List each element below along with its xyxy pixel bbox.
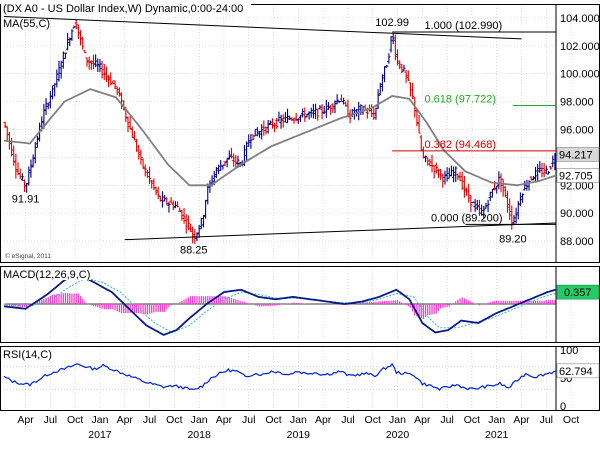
x-month-label: Oct: [563, 414, 579, 426]
x-month-label: Apr: [17, 414, 34, 426]
rsi-panel-frame: [0, 346, 600, 411]
x-month-label: Oct: [365, 414, 381, 426]
price-tick-label: 96.000: [560, 125, 594, 137]
x-month-label: Oct: [166, 414, 182, 426]
fibonacci-level-label: 0.382 (94.468): [424, 139, 496, 151]
price-annotation: 89.20: [499, 233, 527, 245]
rsi-line: [3, 362, 557, 392]
fibonacci-level-label: 0.618 (97.722): [424, 93, 496, 105]
x-year-label: 2017: [88, 429, 112, 441]
price-title-bg: [1, 1, 251, 15]
x-month-label: Jul: [440, 414, 453, 426]
x-year-label: 2020: [386, 429, 410, 441]
price-tick-label: 100.000: [560, 69, 600, 81]
rsi-panel-title: RSI(14,C): [3, 349, 52, 361]
macd-value-tag-box: [556, 284, 600, 300]
rsi-title-bg: [1, 347, 57, 360]
x-month-label: Jan: [389, 414, 406, 426]
x-month-label: Apr: [216, 414, 233, 426]
macd-line: [3, 272, 557, 336]
x-month-label: Jan: [290, 414, 307, 426]
trendline: [3, 16, 522, 40]
rsi-tick-label: 0: [560, 401, 566, 413]
x-month-label: Oct: [67, 414, 83, 426]
x-month-label: Apr: [513, 414, 530, 426]
price-tick-label: 92.000: [560, 180, 594, 192]
price-tick-label: 98.000: [560, 97, 594, 109]
x-month-label: Apr: [414, 414, 431, 426]
x-month-label: Apr: [315, 414, 332, 426]
x-month-label: Jan: [91, 414, 108, 426]
x-month-label: Jul: [242, 414, 255, 426]
rsi-tick-label: 100: [560, 345, 578, 357]
price-annotation: 91.91: [12, 194, 40, 206]
x-month-label: Oct: [464, 414, 480, 426]
moving-average-legend: MA(55,C): [3, 18, 50, 30]
price-tick-label: 104.000: [560, 13, 600, 25]
esignal-watermark: © eSignal, 2011: [5, 252, 51, 260]
price-annotation: 102.99: [375, 17, 409, 29]
macd-panel-title: MACD(12,26,9,C): [3, 269, 90, 281]
price-annotation: 88.25: [180, 245, 208, 257]
rsi-value-tag: 62.794: [559, 366, 593, 378]
price-tick-label: 88.000: [560, 236, 594, 248]
rsi-value-tag-box: [556, 363, 600, 379]
x-month-label: Jan: [488, 414, 505, 426]
fibonacci-level-label: 1.000 (102.990): [424, 20, 502, 32]
fibonacci-level-label: 0.000 (89.200): [431, 212, 503, 224]
x-month-label: Oct: [265, 414, 281, 426]
last-price-tag: 94.217: [559, 149, 593, 161]
x-year-label: 2021: [485, 429, 509, 441]
last-price-tag-box: [556, 168, 600, 183]
last-price-tag-box: [556, 147, 600, 162]
macd-value-tag: 0.357: [564, 287, 592, 299]
x-year-label: 2019: [287, 429, 311, 441]
x-month-label: Jan: [191, 414, 208, 426]
macd-title-bg: [1, 267, 91, 280]
moving-average-line: [3, 88, 557, 187]
x-month-label: Jul: [341, 414, 354, 426]
x-month-label: Jul: [143, 414, 156, 426]
price-panel-frame: [0, 4, 600, 263]
x-year-label: 2018: [187, 429, 211, 441]
x-month-label: Jul: [540, 414, 553, 426]
x-month-label: Jul: [44, 414, 57, 426]
price-tick-label: 102.000: [560, 41, 600, 53]
price-tick-label: 90.000: [560, 208, 594, 220]
last-price-tag: 92.705: [559, 170, 593, 182]
trendline: [124, 222, 557, 241]
price-panel-title: (DX A0 - US Dollar Index,W) Dynamic,0:00…: [3, 3, 243, 15]
x-month-label: Apr: [117, 414, 134, 426]
